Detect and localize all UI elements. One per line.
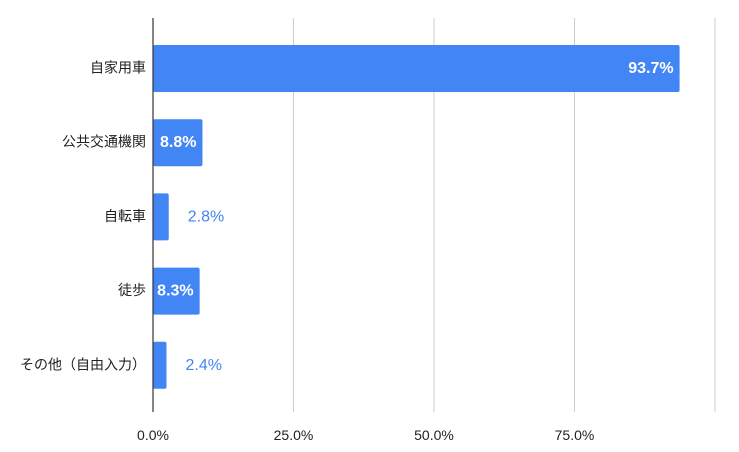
category-label: 公共交通機関 (62, 134, 146, 151)
x-tick-label: 25.0% (274, 427, 314, 443)
x-tick-label: 75.0% (555, 427, 595, 443)
bar (153, 193, 169, 241)
x-tick-label: 50.0% (414, 427, 454, 443)
bar (153, 45, 680, 92)
data-labels: 93.7% 8.8% 2.8% 8.3% 2.4% (157, 60, 673, 374)
bar (153, 119, 203, 167)
x-tick-labels: 0.0% 25.0% 50.0% 75.0% (137, 427, 594, 443)
category-label: 自転車 (104, 208, 146, 225)
data-label: 2.8% (188, 208, 224, 225)
data-label: 8.3% (157, 283, 193, 300)
category-label: 自家用車 (90, 60, 146, 77)
data-label: 93.7% (628, 60, 673, 77)
category-label: その他（自由入力） (20, 357, 146, 373)
data-label: 8.8% (160, 134, 196, 151)
data-label: 2.4% (185, 357, 221, 374)
bar (153, 267, 200, 315)
bars (153, 45, 680, 389)
bar (153, 341, 167, 389)
x-tick-label: 0.0% (137, 427, 169, 443)
category-label: 徒歩 (118, 283, 146, 299)
